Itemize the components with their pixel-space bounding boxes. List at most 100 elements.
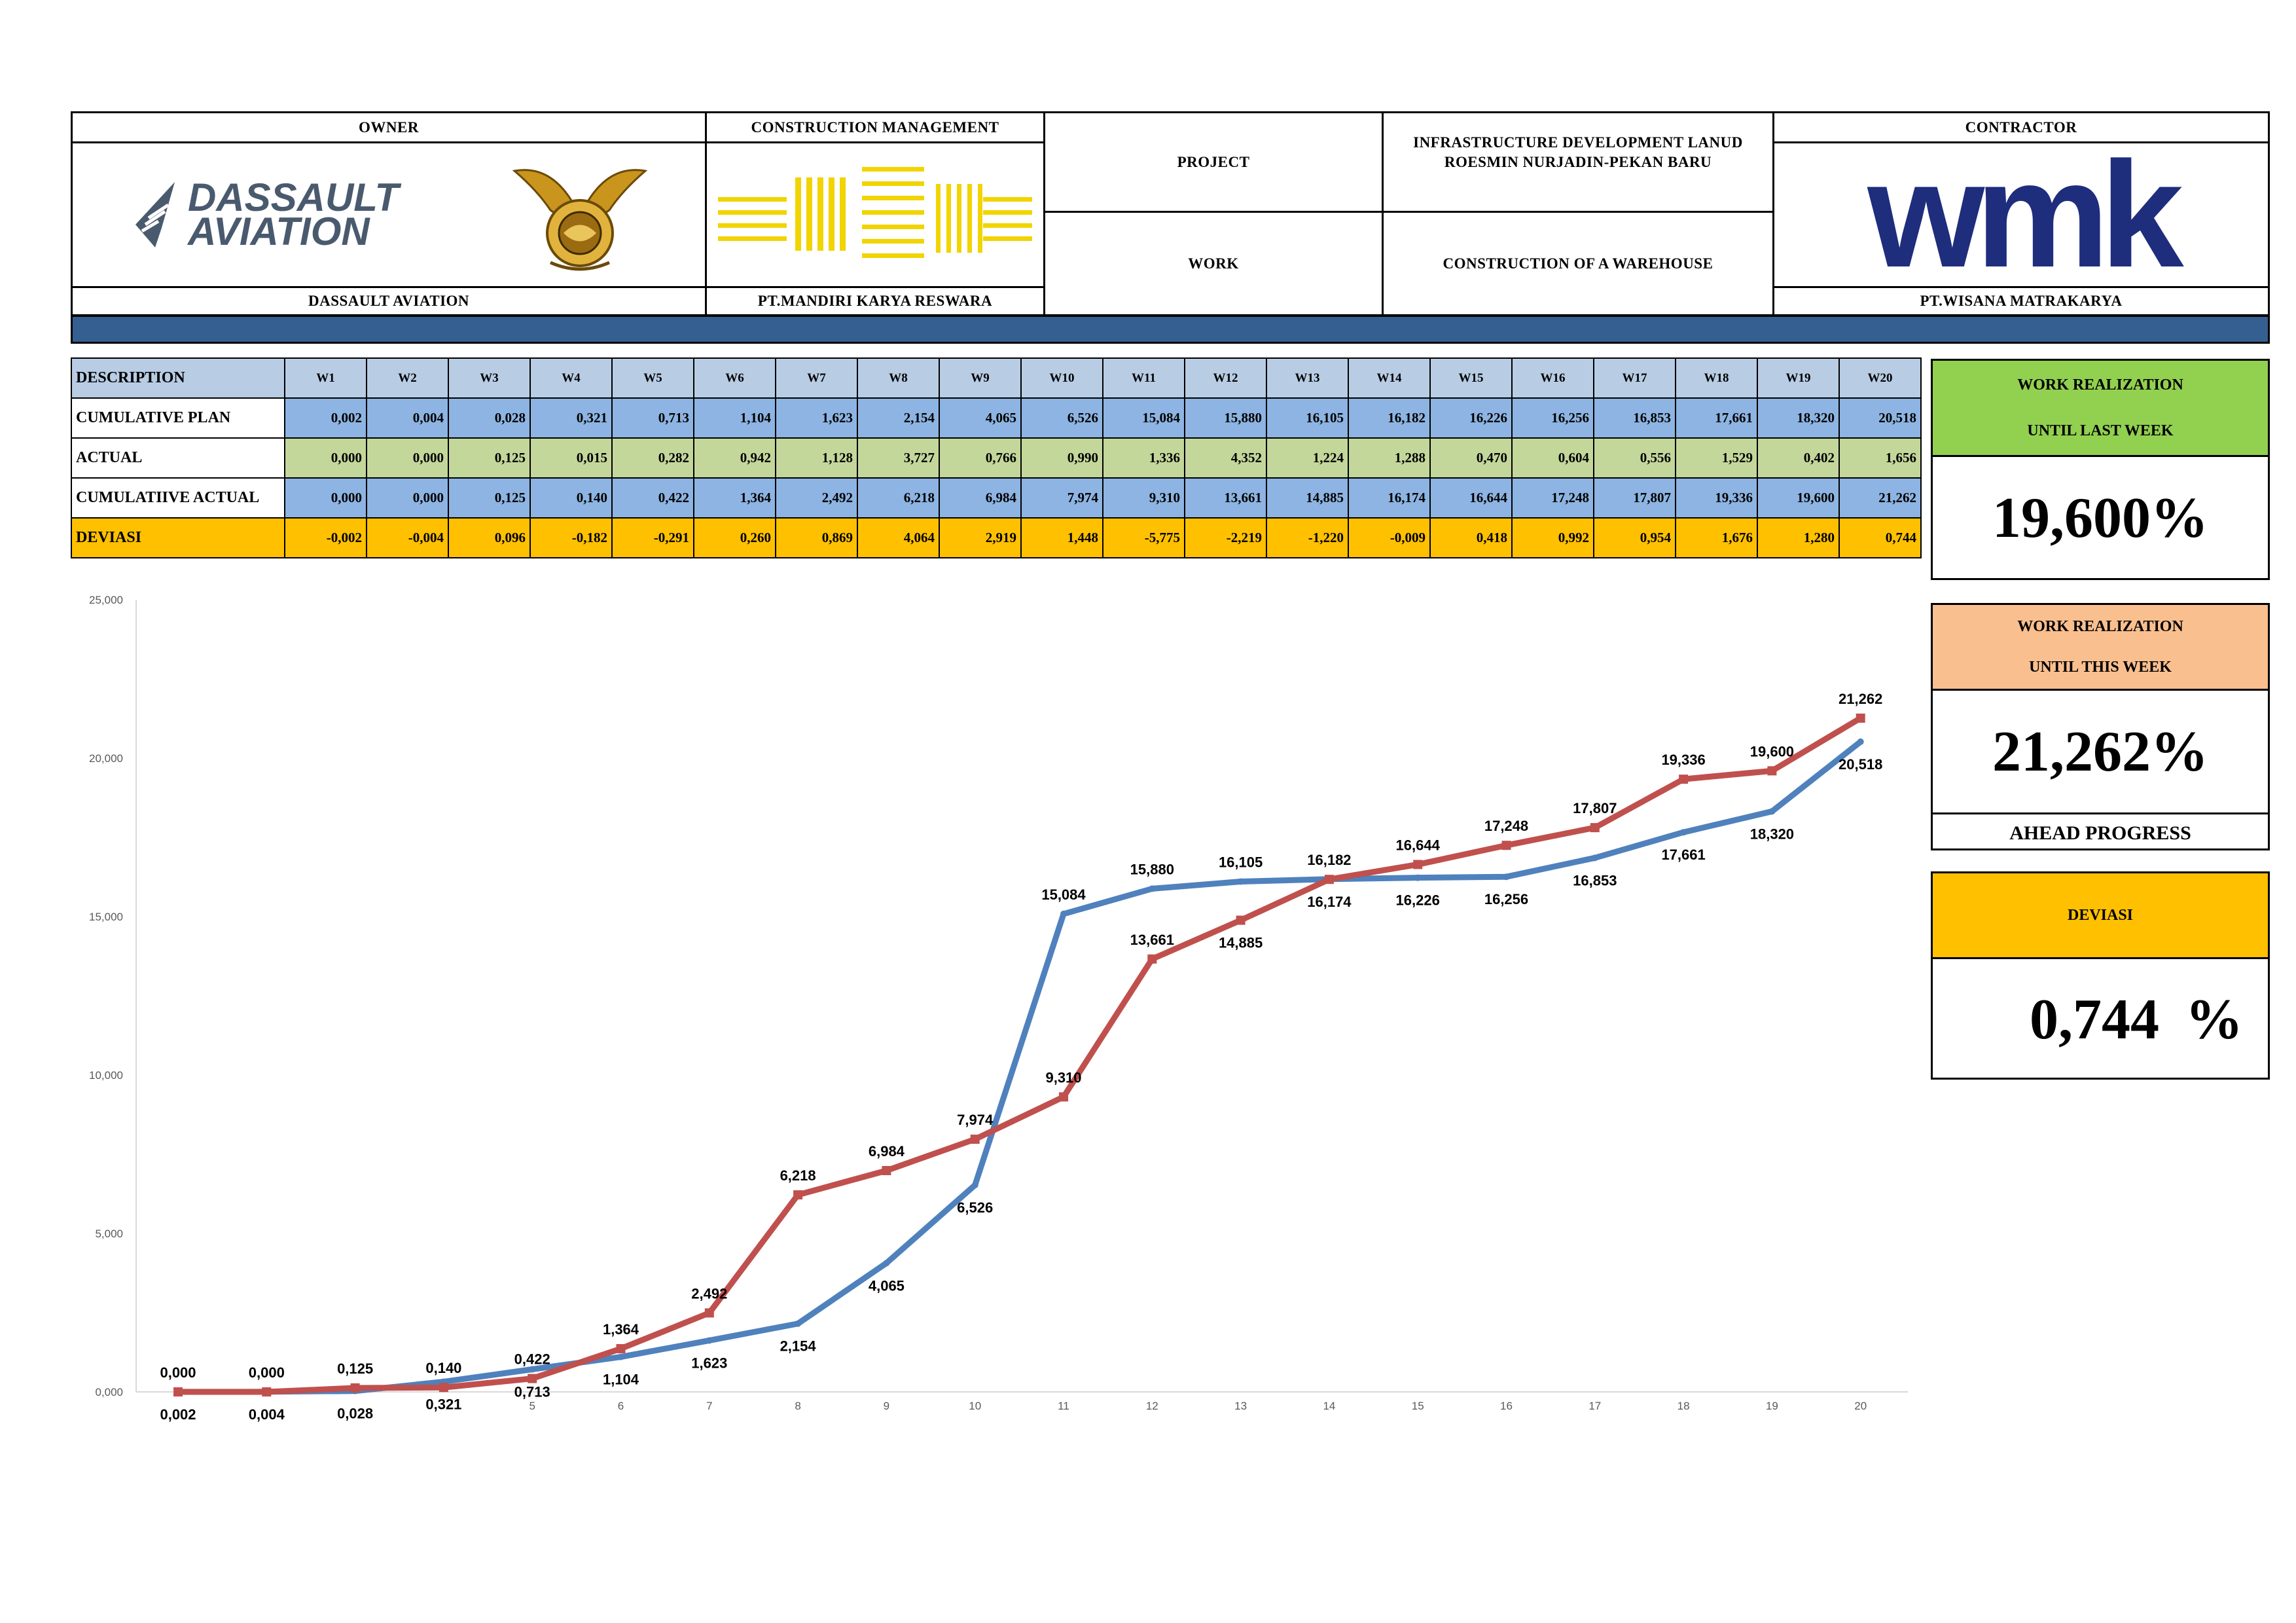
x-tick-label: 5 (529, 1400, 535, 1412)
plan-point-marker (1857, 738, 1864, 745)
actual-point-marker (1059, 1092, 1068, 1102)
description-header: DESCRIPTION (71, 357, 285, 399)
table-cell: 16,182 (1348, 397, 1431, 439)
this-week-title: WORK REALIZATION UNTIL THIS WEEK (1933, 605, 2268, 691)
plan-data-label: 20,518 (1839, 756, 1882, 773)
this-week-value: 21,262% (1933, 691, 2268, 814)
x-tick-label: 7 (706, 1400, 712, 1412)
table-cell: -0,291 (611, 517, 694, 558)
table-cell: 0,140 (529, 477, 613, 519)
actual-point-marker (882, 1165, 891, 1175)
plan-point-marker (883, 1260, 890, 1267)
week-header: W3 (448, 357, 531, 399)
table-cell: 16,174 (1348, 477, 1431, 519)
plan-point-marker (1591, 854, 1598, 862)
table-cell: 1,104 (693, 397, 776, 439)
actual-point-marker (1413, 860, 1423, 869)
plan-point-marker (1414, 874, 1422, 881)
actual-point-marker (793, 1190, 803, 1200)
actual-data-label: 7,974 (957, 1112, 994, 1128)
table-cell: 17,248 (1511, 477, 1594, 519)
actual-series-line (178, 716, 1862, 1395)
progress-status: AHEAD PROGRESS (2009, 822, 2191, 844)
actual-point-marker (1856, 713, 1865, 723)
week-header: W10 (1020, 357, 1103, 399)
actual-point-marker (173, 1387, 183, 1396)
contractor-logo: wmk (1772, 139, 2270, 290)
table-cell: 18,320 (1757, 397, 1840, 439)
week-header: W4 (529, 357, 613, 399)
week-header: W15 (1429, 357, 1513, 399)
table-cell: 17,661 (1675, 397, 1758, 439)
table-cell: 0,096 (448, 517, 531, 558)
actual-row: ACTUAL 0,000 0,000 0,125 0,015 0,282 0,942 1,12… (71, 437, 1922, 479)
actual-data-label: 19,600 (1750, 743, 1794, 759)
plan-data-label: 16,182 (1307, 852, 1351, 868)
actual-data-label: 0,422 (514, 1351, 550, 1368)
cumulative-plan-row: CUMULATIVE PLAN 0,002 0,004 0,028 0,321 0,713… (71, 397, 1922, 439)
plan-data-label: 1,623 (691, 1355, 727, 1371)
actual-point-marker (704, 1308, 714, 1318)
deviasi-title: DEVIASI (1933, 873, 2268, 959)
plan-data-label: 16,226 (1396, 892, 1440, 909)
actual-data-label: 17,248 (1484, 818, 1528, 834)
table-cell: -1,220 (1266, 517, 1349, 558)
table-cell: 0,766 (939, 437, 1022, 479)
table-cell: 16,644 (1429, 477, 1513, 519)
table-cell: 19,336 (1675, 477, 1758, 519)
plan-point-marker (1680, 829, 1687, 836)
y-tick-label: 25,000 (89, 594, 123, 606)
x-tick-label: 12 (1146, 1400, 1158, 1412)
plan-data-label: 6,526 (957, 1199, 993, 1216)
x-tick-label: 9 (884, 1400, 889, 1412)
table-cell: 0,028 (448, 397, 531, 439)
table-cell: -0,002 (284, 517, 367, 558)
plan-data-label: 0,321 (425, 1396, 461, 1412)
table-cell: 0,869 (775, 517, 858, 558)
header-banner (71, 315, 2270, 344)
this-week-title-line2: UNTIL THIS WEEK (2029, 659, 2172, 676)
table-cell: 4,352 (1184, 437, 1267, 479)
y-tick-label: 10,000 (89, 1069, 123, 1082)
dassault-logo-line1: DASSAULT (187, 175, 399, 219)
actual-data-label: 16,644 (1396, 837, 1441, 853)
table-cell: 1,676 (1675, 517, 1758, 558)
plan-point-marker (706, 1337, 713, 1344)
actual-point-marker (970, 1135, 980, 1144)
table-cell: 0,992 (1511, 517, 1594, 558)
table-cell: 16,105 (1266, 397, 1349, 439)
table-cell: 13,661 (1184, 477, 1267, 519)
plan-point-marker (971, 1182, 978, 1189)
plan-data-label: 16,256 (1484, 891, 1528, 907)
deviasi-box: DEVIASI 0,744 % (1931, 871, 2270, 1080)
table-cell: 1,623 (775, 397, 858, 439)
table-cell: 9,310 (1102, 477, 1185, 519)
row-label: DEVIASI (71, 517, 285, 558)
week-header: W7 (775, 357, 858, 399)
actual-data-label: 0,000 (249, 1364, 285, 1381)
x-tick-label: 6 (618, 1400, 624, 1412)
table-cell: 0,942 (693, 437, 776, 479)
table-cell: 7,974 (1020, 477, 1103, 519)
table-cell: 1,280 (1757, 517, 1840, 558)
week-header: W20 (1839, 357, 1922, 399)
deviasi-row: DEVIASI -0,002 -0,004 0,096 -0,182 -0,291 0,26… (71, 517, 1922, 558)
cm-logo (705, 141, 1045, 288)
plan-data-label: 4,065 (869, 1277, 905, 1294)
actual-data-label: 0,125 (337, 1360, 373, 1377)
table-cell: 21,262 (1839, 477, 1922, 519)
actual-data-label: 13,661 (1130, 932, 1174, 948)
table-cell: 1,336 (1102, 437, 1185, 479)
plan-data-label: 0,004 (249, 1406, 285, 1423)
plan-point-marker (1149, 885, 1156, 892)
week-header: W6 (693, 357, 776, 399)
table-cell: 1,224 (1266, 437, 1349, 479)
actual-point-marker (262, 1387, 272, 1396)
x-tick-label: 8 (795, 1400, 800, 1412)
table-cell: 0,000 (366, 477, 449, 519)
deviasi-value: 0,744 (2030, 987, 2159, 1051)
table-cell: -2,219 (1184, 517, 1267, 558)
actual-data-label: 1,364 (603, 1321, 639, 1338)
actual-point-marker (1236, 915, 1246, 925)
